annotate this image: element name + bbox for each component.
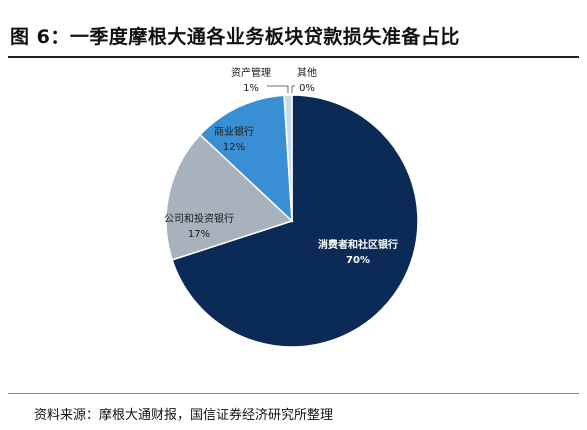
slice-value-label: 1% <box>243 83 259 94</box>
pie-slice <box>171 94 419 348</box>
slice-value-label: 70% <box>346 255 370 266</box>
chart-title: 图 6：一季度摩根大通各业务板块贷款损失准备占比 <box>10 26 460 48</box>
slice-label: 商业银行 <box>214 125 254 138</box>
slice-label: 消费者和社区银行 <box>318 238 398 251</box>
slice-value-label: 12% <box>223 142 245 153</box>
pie-slice <box>199 94 293 223</box>
slice-label: 其他 <box>297 66 317 79</box>
slice-label: 资产管理 <box>231 66 271 79</box>
leader-line <box>267 85 289 94</box>
leader-line <box>291 85 295 93</box>
slice-label: 公司和投资银行 <box>164 212 234 225</box>
source-rule <box>8 393 579 394</box>
slice-value-label: 17% <box>188 229 210 240</box>
source-note: 资料来源：摩根大通财报，国信证券经济研究所整理 <box>34 408 334 423</box>
pie-slice <box>165 133 294 261</box>
pie-slice <box>283 94 293 222</box>
slice-value-label: 0% <box>299 83 315 94</box>
title-rule <box>8 56 579 58</box>
